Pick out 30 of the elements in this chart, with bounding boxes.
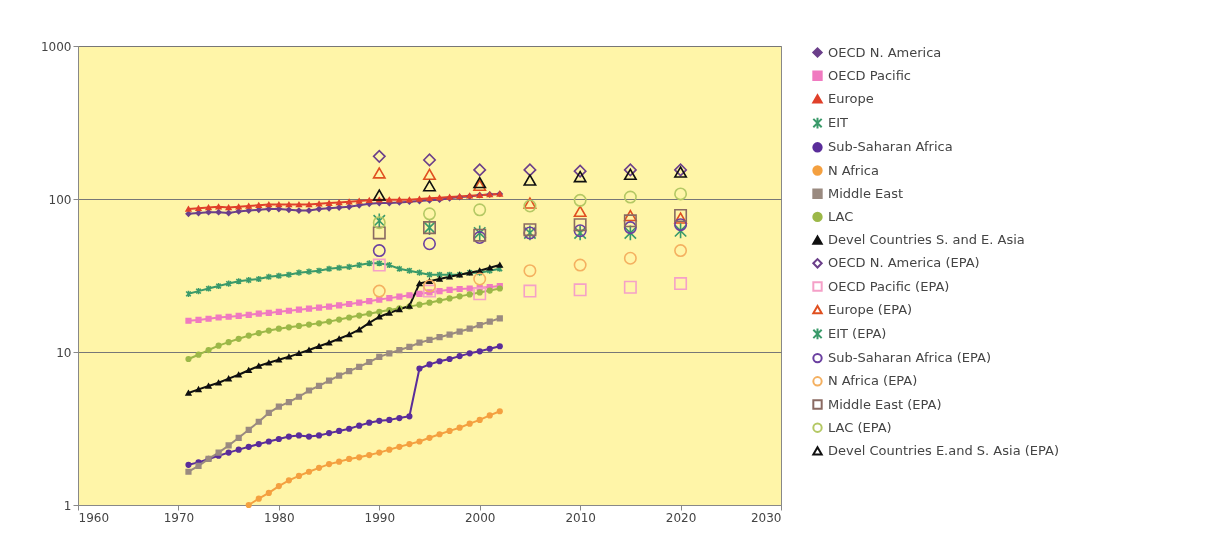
- legend-label: Middle East (EPA): [828, 396, 942, 412]
- legend-label: OECD N. America (EPA): [828, 255, 980, 271]
- y-tick-label: 10: [56, 345, 72, 360]
- legend-label: Europe: [828, 90, 874, 106]
- x-tick-label: 2030: [750, 510, 782, 525]
- x-tick-label: 1990: [364, 510, 396, 525]
- legend-label: Europe (EPA): [828, 301, 913, 317]
- legend-label: OECD Pacific: [828, 67, 911, 83]
- y-tick-label: 1: [63, 498, 72, 513]
- y-tick-label: 1000: [40, 39, 72, 54]
- y-tick-label: 100: [48, 192, 72, 207]
- legend-label: EIT (EPA): [828, 325, 887, 341]
- legend-label: Sub-Saharan Africa: [828, 139, 953, 155]
- legend-label: OECD Pacific (EPA): [828, 278, 950, 294]
- legend-label: LAC: [828, 208, 854, 224]
- x-tick-label: 2020: [665, 510, 697, 525]
- x-tick-label: 2010: [565, 510, 596, 525]
- x-tick-label: 2000: [464, 510, 496, 525]
- legend-label: Middle East: [828, 185, 904, 201]
- legend-label: N Africa: [828, 162, 879, 178]
- legend-label: Sub-Saharan Africa (EPA): [828, 350, 992, 366]
- legend-label: OECD N. America: [828, 44, 942, 60]
- legend-label: EIT: [828, 115, 849, 131]
- legend-label: Devel Countries S. and E. Asia: [828, 232, 1025, 248]
- legend-label: Devel Countries E.and S. Asia (EPA): [828, 442, 1059, 458]
- x-tick-label: 1960: [78, 510, 110, 525]
- legend-label: LAC (EPA): [828, 419, 892, 435]
- x-tick-label: 1970: [163, 510, 195, 525]
- x-tick-label: 1980: [264, 510, 295, 525]
- legend-label: N Africa (EPA): [828, 373, 918, 389]
